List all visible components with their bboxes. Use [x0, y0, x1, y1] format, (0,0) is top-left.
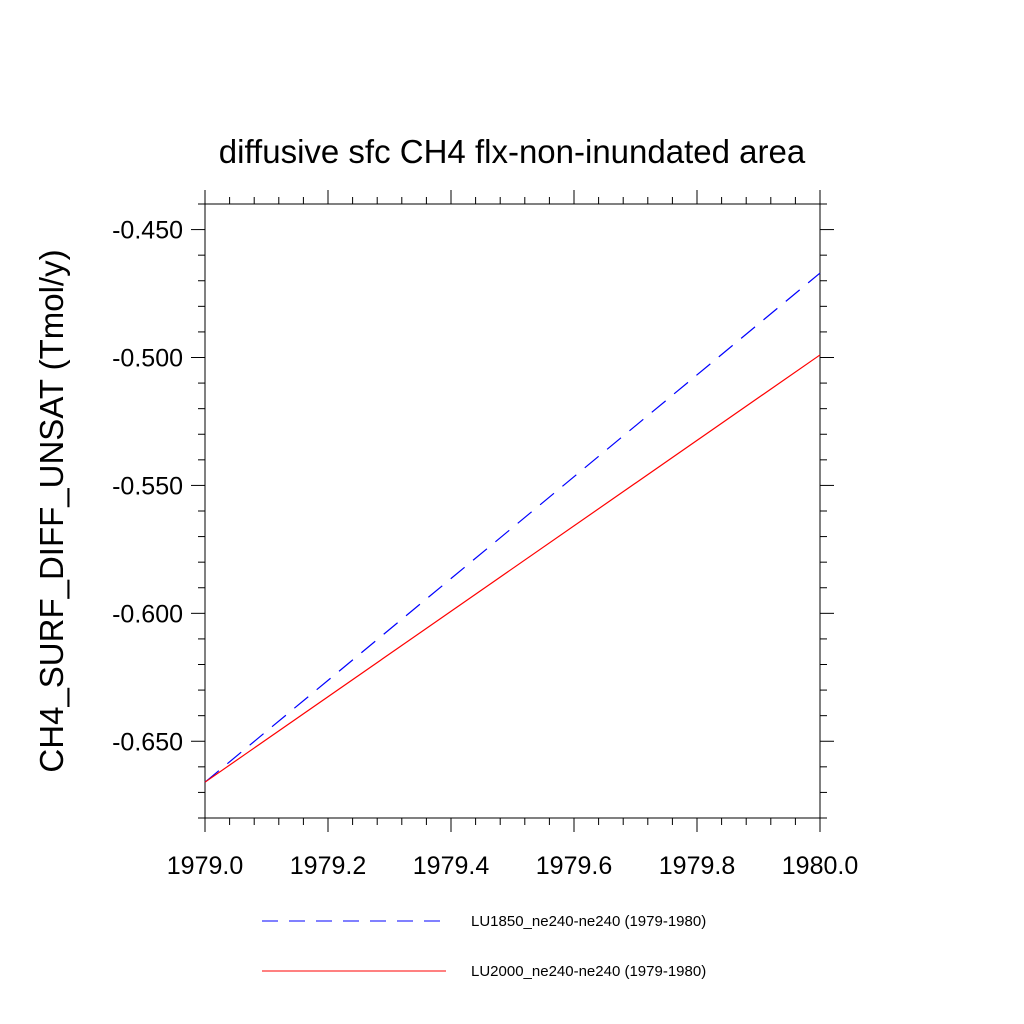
y-tick-label: -0.550 [112, 472, 183, 500]
y-tick-label: -0.650 [112, 728, 183, 756]
x-tick-label: 1979.2 [290, 852, 366, 880]
x-tick-label: 1979.0 [167, 852, 243, 880]
y-axis-label: CH4_SURF_DIFF_UNSAT (Tmol/y) [33, 249, 70, 772]
x-tick-label: 1979.8 [659, 852, 735, 880]
tick-marks [191, 190, 834, 832]
chart-title: diffusive sfc CH4 flx-non-inundated area [219, 133, 806, 170]
x-tick-label: 1980.0 [782, 852, 858, 880]
plot-frame [204, 203, 821, 819]
x-tick-labels: 1979.0 1979.2 1979.4 1979.6 1979.8 1980.0 [167, 852, 858, 880]
legend-label-2: LU2000_ne240-ne240 (1979-1980) [471, 963, 706, 980]
series-line-1 [204, 272, 821, 783]
legend: LU1850_ne240-ne240 (1979-1980) LU2000_ne2… [262, 913, 706, 980]
y-tick-labels: -0.450 -0.500 -0.550 -0.600 -0.650 [112, 217, 183, 757]
y-tick-label: -0.500 [112, 345, 183, 373]
x-tick-label: 1979.4 [413, 852, 490, 880]
y-tick-label: -0.600 [112, 600, 183, 628]
series-layer [204, 272, 821, 783]
series-line-2 [204, 354, 821, 783]
y-tick-label: -0.450 [112, 217, 183, 245]
x-tick-label: 1979.6 [536, 852, 612, 880]
legend-label-1: LU1850_ne240-ne240 (1979-1980) [471, 913, 706, 930]
